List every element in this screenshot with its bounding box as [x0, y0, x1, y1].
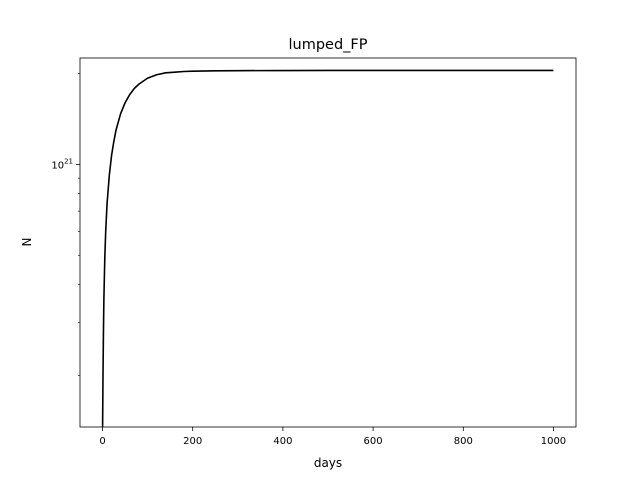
x-tick-label: 400	[273, 436, 292, 447]
x-tick-label: 800	[454, 436, 473, 447]
chart-title: lumped_FP	[288, 37, 367, 53]
series-layer	[101, 69, 554, 428]
x-tick-label: 200	[183, 436, 202, 447]
series-line	[101, 69, 554, 428]
y-axis-label: N	[20, 238, 34, 247]
plot-area	[80, 58, 576, 427]
x-tick-label: 0	[99, 436, 105, 447]
x-tick-label: 600	[364, 436, 383, 447]
plot-frame	[79, 57, 577, 428]
y-tick-label: 1021	[51, 157, 73, 171]
x-axis-label: days	[314, 456, 342, 470]
x-axis-ticks: 0 200 400 600 800 1000	[99, 427, 566, 447]
x-tick-label: 1000	[541, 436, 566, 447]
